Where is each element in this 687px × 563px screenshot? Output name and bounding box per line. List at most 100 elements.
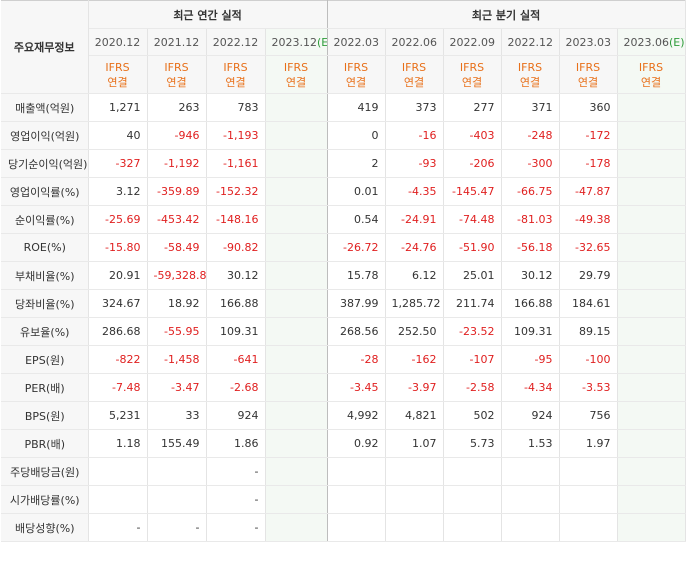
table-row: PBR(배) 1.18 155.49 1.86 0.92 1.07 5.73 1.53 1.97: [1, 429, 686, 458]
value-cell: [147, 485, 207, 514]
value-cell: 277: [443, 93, 502, 122]
accounting-basis-cell: IFRS 연결: [327, 55, 386, 94]
value-cell: -51.90: [443, 233, 502, 262]
value-cell: -152.32: [206, 177, 266, 206]
accounting-basis-cell: IFRS 연결: [385, 55, 444, 94]
value-cell: [265, 457, 328, 486]
value-cell: [88, 457, 148, 486]
period-header: 2022.12: [501, 28, 560, 56]
value-cell: -946: [147, 121, 207, 150]
value-cell: -2.68: [206, 373, 266, 402]
value-cell: -3.53: [559, 373, 618, 402]
row-label: PBR(배): [1, 429, 89, 458]
value-cell: 756: [559, 401, 618, 430]
value-cell: -1,193: [206, 121, 266, 150]
value-cell: -93: [385, 149, 444, 178]
consolidated-label: 연결: [461, 75, 483, 89]
row-label: 주당배당금(원): [1, 457, 89, 486]
value-cell: 2: [327, 149, 386, 178]
value-cell: 109.31: [206, 317, 266, 346]
value-cell: -822: [88, 345, 148, 374]
value-cell: 15.78: [327, 261, 386, 290]
value-cell: 1.53: [501, 429, 560, 458]
value-cell: [265, 345, 328, 374]
value-cell: -58.49: [147, 233, 207, 262]
table-row: EPS(원) -822 -1,458 -641 -28 -162 -107 -95 -100: [1, 345, 686, 374]
value-cell: [617, 177, 686, 206]
value-cell: [88, 485, 148, 514]
value-cell: 5.73: [443, 429, 502, 458]
row-label: BPS(원): [1, 401, 89, 430]
value-cell: -56.18: [501, 233, 560, 262]
value-cell: 40: [88, 121, 148, 150]
value-cell: -74.48: [443, 205, 502, 234]
value-cell: 783: [206, 93, 266, 122]
value-cell: [617, 485, 686, 514]
value-cell: -24.76: [385, 233, 444, 262]
table-row: 순이익률(%) -25.69 -453.42 -148.16 0.54 -24.91 -74…: [1, 205, 686, 234]
value-cell: [501, 457, 560, 486]
financial-summary-table: 주요재무정보 최근 연간 실적 최근 분기 실적 2020.12 2021.12 2…: [1, 0, 686, 542]
value-cell: -2.58: [443, 373, 502, 402]
value-cell: 263: [147, 93, 207, 122]
value-cell: 286.68: [88, 317, 148, 346]
value-cell: 109.31: [501, 317, 560, 346]
value-cell: 30.12: [206, 261, 266, 290]
value-cell: -4.34: [501, 373, 560, 402]
value-cell: -47.87: [559, 177, 618, 206]
value-cell: -206: [443, 149, 502, 178]
value-cell: [617, 457, 686, 486]
value-cell: [617, 289, 686, 318]
value-cell: 30.12: [501, 261, 560, 290]
row-label: 유보율(%): [1, 317, 89, 346]
table-row: 유보율(%) 286.68 -55.95 109.31 268.56 252.50 -23.…: [1, 317, 686, 346]
value-cell: -24.91: [385, 205, 444, 234]
ifrs-label: IFRS: [223, 60, 248, 74]
value-cell: [265, 373, 328, 402]
value-cell: [501, 513, 560, 542]
value-cell: 166.88: [206, 289, 266, 318]
value-cell: 0.54: [327, 205, 386, 234]
value-cell: -1,458: [147, 345, 207, 374]
value-cell: -25.69: [88, 205, 148, 234]
accounting-basis-cell: IFRS 연결: [265, 55, 328, 94]
value-cell: [617, 513, 686, 542]
value-cell: [265, 513, 328, 542]
period-header: 2021.12: [147, 28, 207, 56]
estimate-mark: (E): [669, 35, 685, 49]
value-cell: -248: [501, 121, 560, 150]
table-row: 당좌비율(%) 324.67 18.92 166.88 387.99 1,285.72 21…: [1, 289, 686, 318]
value-cell: -: [206, 457, 266, 486]
value-cell: -81.03: [501, 205, 560, 234]
value-cell: -55.95: [147, 317, 207, 346]
value-cell: -26.72: [327, 233, 386, 262]
accounting-basis-cell: IFRS 연결: [617, 55, 686, 94]
accounting-basis-cell: IFRS 연결: [206, 55, 266, 94]
accounting-basis-cell: IFRS 연결: [147, 55, 207, 94]
value-cell: -145.47: [443, 177, 502, 206]
ifrs-label: IFRS: [517, 60, 543, 74]
row-label: 시가배당률(%): [1, 485, 89, 514]
consolidated-label: 연결: [166, 75, 187, 89]
table-row: 주당배당금(원) -: [1, 457, 686, 486]
value-cell: [265, 429, 328, 458]
value-cell: 0: [327, 121, 386, 150]
value-cell: -16: [385, 121, 444, 150]
value-cell: -28: [327, 345, 386, 374]
row-label: 당좌비율(%): [1, 289, 89, 318]
value-cell: -: [88, 513, 148, 542]
value-cell: -403: [443, 121, 502, 150]
value-cell: -1,161: [206, 149, 266, 178]
value-cell: -90.82: [206, 233, 266, 262]
value-cell: -3.47: [147, 373, 207, 402]
value-cell: 1,285.72: [385, 289, 444, 318]
value-cell: 4,992: [327, 401, 386, 430]
value-cell: [617, 401, 686, 430]
consolidated-label: 연결: [519, 75, 541, 89]
value-cell: -7.48: [88, 373, 148, 402]
value-cell: 89.15: [559, 317, 618, 346]
table-row: 매출액(억원) 1,271 263 783 419 373 277 371 360: [1, 93, 686, 122]
value-cell: -59,328.80: [147, 261, 207, 290]
row-label: 배당성향(%): [1, 513, 89, 542]
estimate-mark: (E): [317, 35, 326, 49]
